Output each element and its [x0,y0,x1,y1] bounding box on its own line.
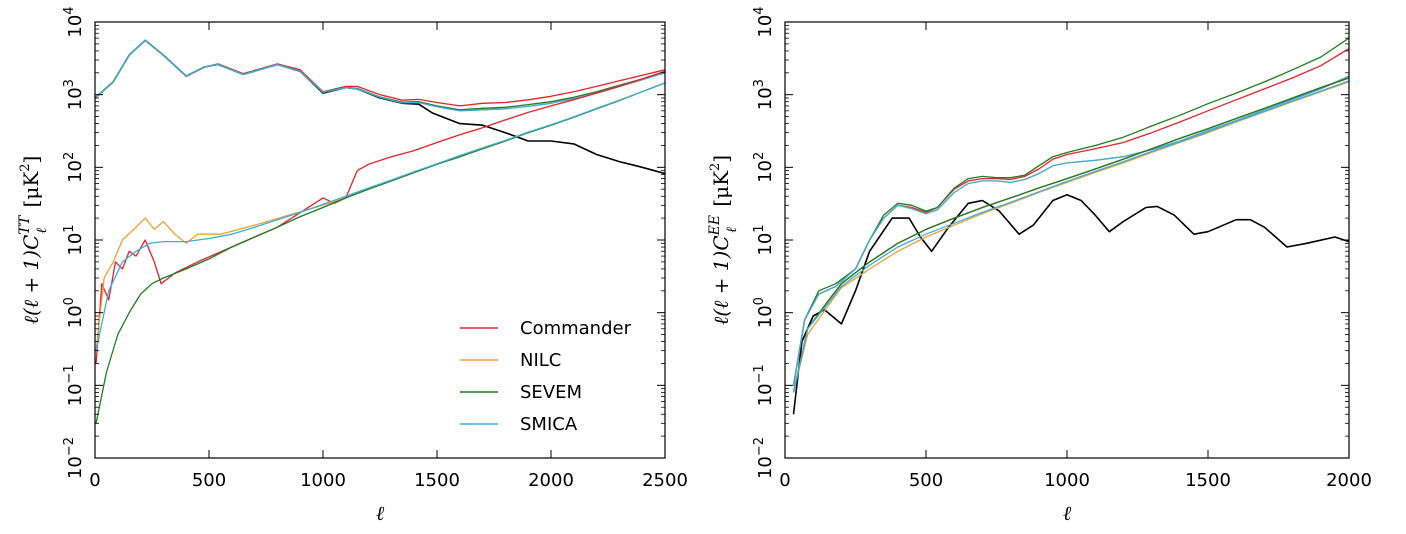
y-tick-label: 10−2 [62,437,86,479]
y-tick-label-exponent: 4 [752,6,767,14]
y-tick-label: 103 [752,79,776,110]
series-line-sevem-noise [95,82,665,424]
y-tick-label-base: 10 [755,87,776,110]
legend-label-sevem: SEVEM [520,382,582,403]
x-tick-label: 0 [89,470,100,491]
y-axis-label-superscript: EE [707,215,723,236]
y-tick-label-base: 10 [755,233,776,256]
series-line-theory [792,193,1349,415]
x-axis-label: ℓ [1063,501,1072,525]
y-axis-label-units-close: ] [19,156,43,164]
y-tick-label-base: 10 [65,15,86,38]
y-axis-label-superscript: TT [17,214,33,235]
series-line-smica-noise [792,80,1349,393]
y-tick-label-exponent: 1 [62,224,77,232]
y-tick-label-exponent: 3 [62,79,77,87]
y-tick-label-base: 10 [755,456,776,479]
series-group [95,39,665,424]
series-line-sevem [792,37,1349,386]
series-line-sevem-noise [792,77,1349,393]
series-line-sevem [95,39,665,111]
y-tick-label-base: 10 [755,383,776,406]
y-tick-label: 100 [752,297,776,328]
y-axis-label-units-exp: 2 [18,163,33,171]
y-tick-label: 102 [62,152,86,183]
y-tick-label-exponent: −2 [752,437,767,456]
series-line-nilc-noise [792,81,1349,393]
x-tick-label: 2500 [642,470,688,491]
y-tick-label: 103 [62,79,86,110]
legend-label-commander: Commander [520,318,632,339]
x-tick-label: 1500 [414,470,460,491]
y-tick-label-exponent: 1 [752,224,767,232]
y-axis-label-units-exp: 2 [708,163,723,171]
x-tick-label: 500 [909,470,943,491]
y-tick-label-base: 10 [65,383,86,406]
y-tick-label-base: 10 [65,233,86,256]
y-tick-label-base: 10 [755,305,776,328]
series-line-theory [95,39,665,175]
y-tick-label-exponent: 4 [62,6,77,14]
y-axis-label-main: ℓ(ℓ + 1)C [709,235,733,325]
y-tick-label: 10−1 [752,364,776,406]
y-tick-label-exponent: 2 [752,152,767,160]
y-tick-label-base: 10 [755,160,776,183]
series-line-smica-noise [95,82,665,351]
legend: Commander NILC SEVEM SMICA [460,318,632,435]
x-tick-label: 2000 [1326,470,1372,491]
y-tick-label-exponent: 0 [752,297,767,305]
y-tick-label: 102 [752,152,776,183]
x-tick-label: 1500 [1185,470,1231,491]
y-tick-label-base: 10 [65,305,86,328]
y-tick-label-exponent: 3 [752,79,767,87]
series-line-commander-noise [792,77,1349,393]
y-tick-label: 104 [752,6,776,37]
y-axis-label-subscript: ℓ [724,227,740,233]
y-axis-label-units-close: ] [709,155,733,163]
y-tick-label: 101 [752,224,776,255]
y-axis-label: ℓ(ℓ + 1)CEEℓ [μK2] [707,155,740,325]
y-axis-label-main: ℓ(ℓ + 1)C [19,235,43,325]
series-line-smica [792,75,1349,386]
y-tick-label-base: 10 [65,87,86,110]
y-axis-label-units: [μK [709,170,733,213]
x-tick-label: 2000 [528,470,574,491]
y-tick-label: 10−1 [62,364,86,406]
x-axis-label: ℓ [376,501,385,525]
y-tick-label-base: 10 [65,456,86,479]
y-tick-label-exponent: 0 [62,297,77,305]
x-tick-label: 500 [192,470,226,491]
series-line-smica [95,39,665,112]
y-axis-label-units: [μK [19,171,43,214]
ee-power-spectrum-panel: 0 500 1000 1500 200010−210−1100101102103104ℓ… [707,6,1372,525]
x-tick-label: 0 [779,470,790,491]
x-tick-label: 1000 [300,470,346,491]
series-group [792,37,1349,415]
y-tick-label-exponent: −2 [62,437,77,456]
series-line-nilc [95,39,665,112]
y-axis-label-subscript: ℓ [34,228,50,234]
series-line-commander [792,48,1349,386]
y-tick-label-base: 10 [755,15,776,38]
y-tick-label-exponent: −1 [752,364,767,383]
y-tick-label: 101 [62,224,86,255]
y-axis-label: ℓ(ℓ + 1)CTTℓ [μK2] [17,156,50,325]
x-tick-label: 1000 [1044,470,1090,491]
series-line-nilc [792,75,1349,386]
series-line-nilc-noise [95,82,665,351]
legend-label-nilc: NILC [520,350,561,371]
tt-power-spectrum-panel: 0 500 1000 1500 2000 250010−210−1100101102103… [17,6,688,525]
y-tick-label: 10−2 [752,437,776,479]
y-tick-label-base: 10 [65,160,86,183]
y-tick-label-exponent: 2 [62,152,77,160]
y-tick-label: 104 [62,6,86,37]
y-tick-label: 100 [62,297,86,328]
y-tick-label-exponent: −1 [62,364,77,383]
legend-label-smica: SMICA [520,414,578,435]
